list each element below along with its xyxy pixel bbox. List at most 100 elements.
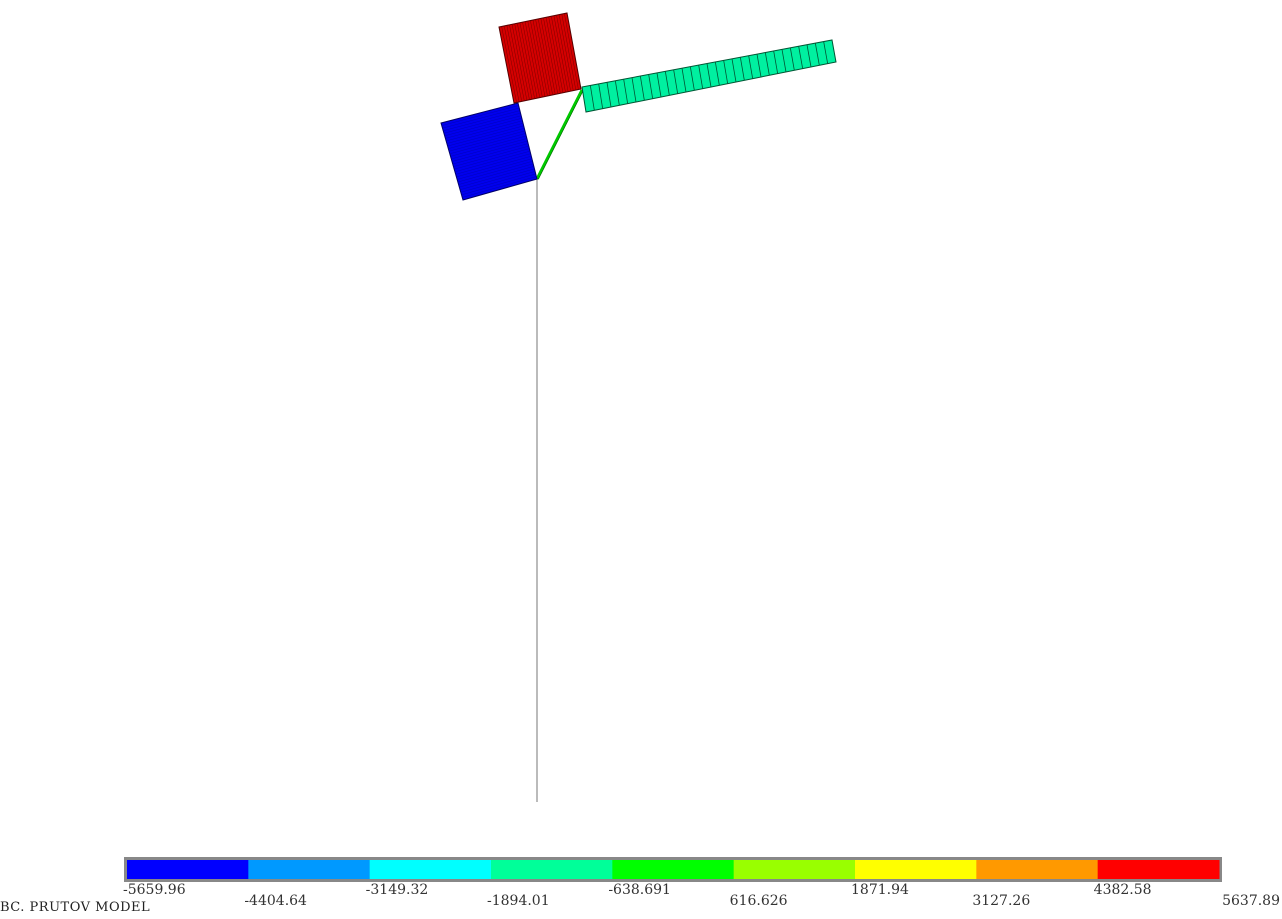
blue-mesh-line — [461, 173, 536, 196]
red-mesh-line — [540, 18, 556, 95]
red-mesh-line — [519, 22, 535, 99]
beam-segment-line — [731, 58, 737, 83]
legend-tick-label: -638.691 — [608, 882, 671, 898]
beam-segment-line — [748, 55, 754, 79]
legend-tick-label: 5637.89 — [1222, 893, 1280, 909]
red-mesh-line — [537, 18, 553, 95]
red-mesh-line — [543, 17, 559, 94]
blue-mesh-line — [443, 112, 521, 134]
beam-segment-line — [764, 52, 770, 76]
red-mesh-line — [530, 20, 546, 97]
beam-segment-line — [806, 44, 812, 68]
blue-mesh-line — [444, 115, 522, 137]
diagonal-strut — [535, 89, 584, 180]
blue-mesh-line — [460, 171, 536, 193]
beam-segment-line — [664, 71, 670, 96]
blue-mesh-line — [454, 148, 530, 170]
blue-mesh-line — [449, 133, 526, 154]
legend-band — [1097, 860, 1220, 879]
red-mesh-line — [517, 23, 533, 100]
model-title: BC. PRUTOV MODEL — [0, 900, 151, 915]
beam-segment-line — [623, 79, 629, 104]
blue-mesh-line — [460, 168, 535, 190]
diagonal-strut-outline — [538, 89, 584, 180]
beam-segment-line — [706, 63, 712, 88]
beam-segment-line — [589, 85, 595, 111]
beam-segment-line — [689, 66, 695, 91]
beam-segment-line — [639, 75, 645, 101]
beam-segment-line — [673, 69, 679, 94]
red-mesh-line — [506, 25, 522, 102]
legend-tick-label: -5659.96 — [123, 882, 186, 898]
legend-band — [855, 860, 977, 879]
legend-tick-label: 616.626 — [729, 893, 788, 909]
blue-mesh-line — [446, 120, 523, 142]
beam-segment-line — [614, 80, 620, 106]
blue-mesh-line — [447, 125, 524, 147]
red-mesh-line — [514, 23, 530, 100]
blue-mesh-line — [442, 107, 520, 129]
red-mesh-line — [535, 19, 551, 96]
red-mesh-line — [522, 22, 538, 99]
legend-tick-label: -1894.01 — [487, 893, 550, 909]
legend-band — [127, 860, 249, 879]
red-square-element — [498, 12, 582, 104]
red-mesh-line — [551, 16, 566, 93]
blue-mesh-line — [450, 135, 527, 157]
legend-tick-label: -4404.64 — [244, 893, 307, 909]
blue-mesh-line — [455, 153, 531, 175]
legend-band — [733, 860, 856, 879]
red-mesh-line — [524, 21, 541, 98]
red-mesh-line — [561, 14, 577, 91]
red-mesh-line — [511, 24, 528, 101]
beam-segment-line — [823, 41, 829, 64]
legend-band — [612, 860, 735, 879]
red-mesh-line — [532, 19, 548, 97]
blue-mesh-line — [446, 123, 524, 144]
blue-mesh-line — [454, 150, 531, 172]
beam-element — [581, 39, 837, 113]
beam-segment-line — [781, 49, 787, 73]
beam-segment-line — [598, 83, 604, 109]
red-mesh-line — [558, 14, 574, 91]
blue-mesh-line — [456, 156, 532, 178]
legend-tick-label: 4382.58 — [1093, 882, 1152, 898]
blue-mesh-line — [445, 118, 522, 139]
beam-segment-line — [814, 43, 820, 66]
blue-mesh-line — [451, 140, 528, 162]
beam-segment-line — [698, 64, 704, 89]
red-mesh-line — [545, 17, 561, 94]
legend-band — [976, 860, 1099, 879]
legend-band — [491, 860, 613, 879]
legend-tick-label: 1871.94 — [851, 882, 909, 898]
beam-segment-line — [773, 50, 779, 74]
blue-mesh-line — [459, 166, 534, 188]
blue-mesh-line — [453, 145, 529, 167]
legend-band — [248, 860, 371, 879]
blue-mesh-line — [458, 163, 534, 185]
beam-segment-line — [739, 57, 745, 81]
blue-mesh-line — [443, 110, 520, 131]
beam-segment-line — [723, 60, 729, 84]
red-mesh-line — [503, 25, 520, 102]
red-mesh-line — [553, 15, 569, 92]
beam-segment-line — [681, 68, 687, 93]
red-mesh-line — [556, 15, 571, 92]
red-mesh-line — [548, 16, 564, 93]
blue-mesh-line — [451, 138, 527, 160]
blue-mesh-line — [457, 158, 532, 180]
red-mesh-line — [501, 26, 517, 103]
beam-segment-line — [648, 74, 654, 99]
blue-mesh-line — [449, 130, 526, 152]
beam-segment-line — [798, 46, 804, 69]
blue-mesh-line — [441, 105, 519, 126]
beam-segment-line — [714, 61, 720, 86]
blue-mesh-line — [448, 128, 525, 149]
legend-bar — [124, 857, 1222, 882]
red-mesh-line — [509, 24, 525, 101]
legend-band — [369, 860, 492, 879]
legend-tick-label: -3149.32 — [365, 882, 429, 898]
beam-segment-line — [656, 72, 662, 98]
beam-segment-line — [606, 82, 612, 108]
